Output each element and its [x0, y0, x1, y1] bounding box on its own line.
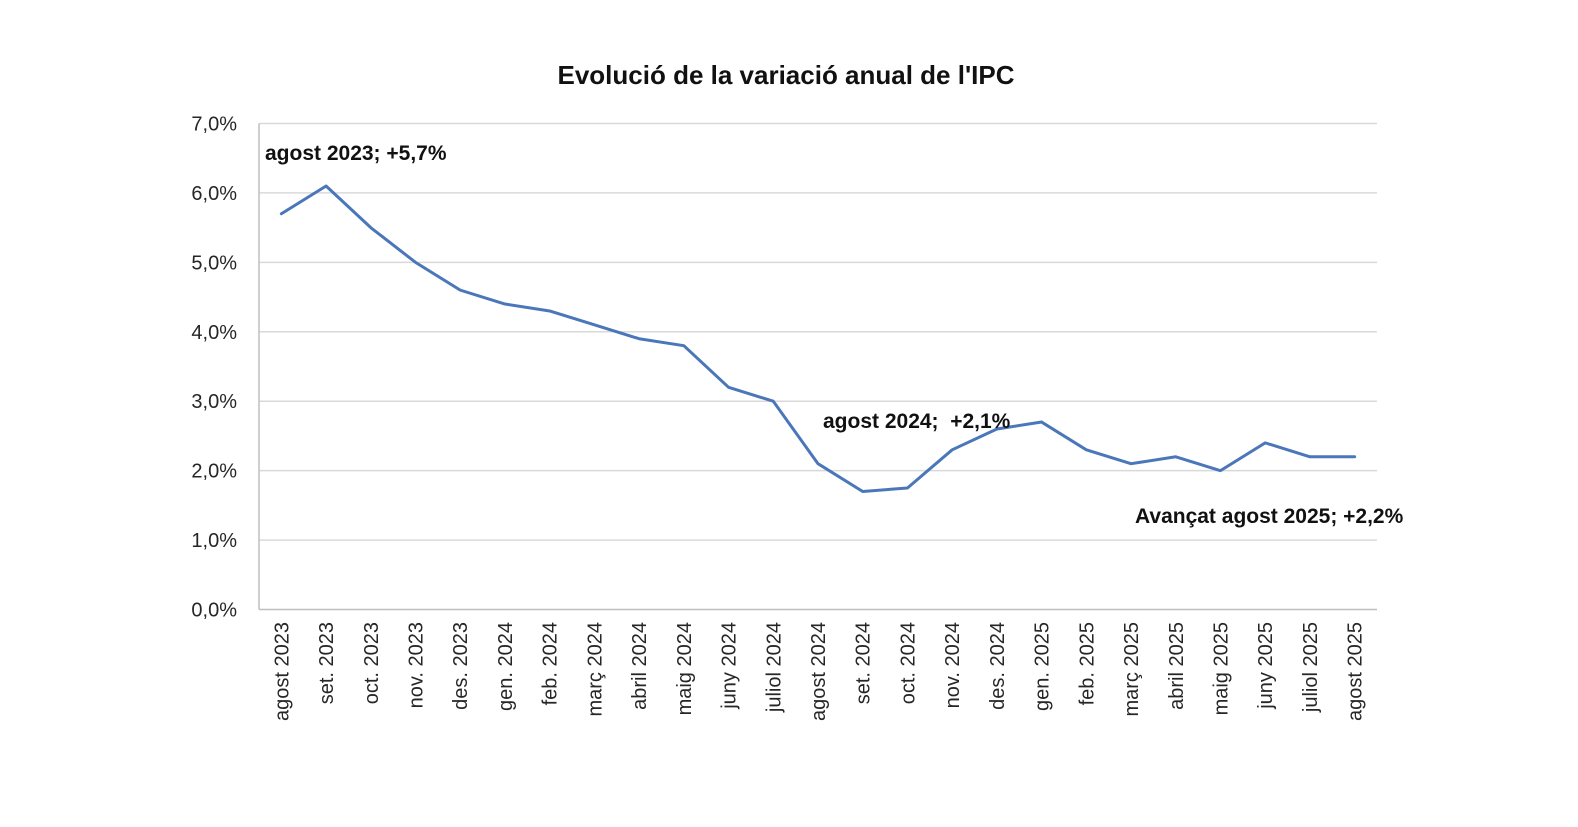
x-tick-label: abril 2024 [629, 622, 651, 710]
x-tick-label: oct. 2023 [361, 622, 383, 704]
y-tick-label: 6,0% [191, 183, 237, 205]
x-tick-label: set. 2024 [853, 622, 875, 704]
x-tick-label: feb. 2024 [540, 622, 562, 705]
x-tick-label: agost 2023 [271, 622, 293, 721]
annotation-agost-2023: agost 2023; +5,7% [265, 142, 447, 165]
x-tick-label: des. 2024 [987, 622, 1009, 710]
x-tick-label: agost 2025 [1345, 622, 1367, 721]
y-tick-label: 2,0% [191, 461, 237, 483]
y-tick-label: 1,0% [191, 530, 237, 552]
ipc-series-line [279, 184, 1357, 493]
x-tick-label: maig 2024 [674, 622, 696, 715]
chart-title: Evolució de la variació anual de l'IPC [557, 60, 1015, 90]
y-tick-label: 0,0% [191, 600, 237, 622]
x-tick-label: març 2024 [584, 622, 606, 717]
x-tick-label: juny 2024 [719, 622, 741, 710]
y-tick-label: 4,0% [191, 322, 237, 344]
x-tick-label: juny 2025 [1255, 622, 1277, 710]
x-tick-label: nov. 2023 [406, 622, 428, 708]
x-tick-label: des. 2023 [450, 622, 472, 710]
x-tick-label: març 2025 [1121, 622, 1143, 717]
x-tick-label: juliol 2025 [1300, 622, 1322, 713]
x-tick-label: juliol 2024 [763, 622, 785, 713]
x-tick-label: abril 2025 [1166, 622, 1188, 710]
x-tick-label: agost 2024 [808, 622, 830, 721]
x-tick-label: nov. 2024 [942, 622, 964, 708]
x-tick-label: gen. 2024 [495, 622, 517, 711]
y-tick-label: 3,0% [191, 391, 237, 413]
x-tick-label: oct. 2024 [897, 622, 919, 704]
y-tick-label: 5,0% [191, 252, 237, 274]
y-tick-label: 7,0% [191, 114, 237, 136]
x-tick-label: set. 2023 [316, 622, 338, 704]
x-tick-label: feb. 2025 [1076, 622, 1098, 705]
x-tick-label: maig 2025 [1210, 622, 1232, 715]
x-tick-label: gen. 2025 [1032, 622, 1054, 711]
annotation-agost-2024: agost 2024; +2,1% [823, 410, 1011, 433]
annotation-avancat-agost-2025: Avançat agost 2025; +2,2% [1135, 505, 1404, 528]
